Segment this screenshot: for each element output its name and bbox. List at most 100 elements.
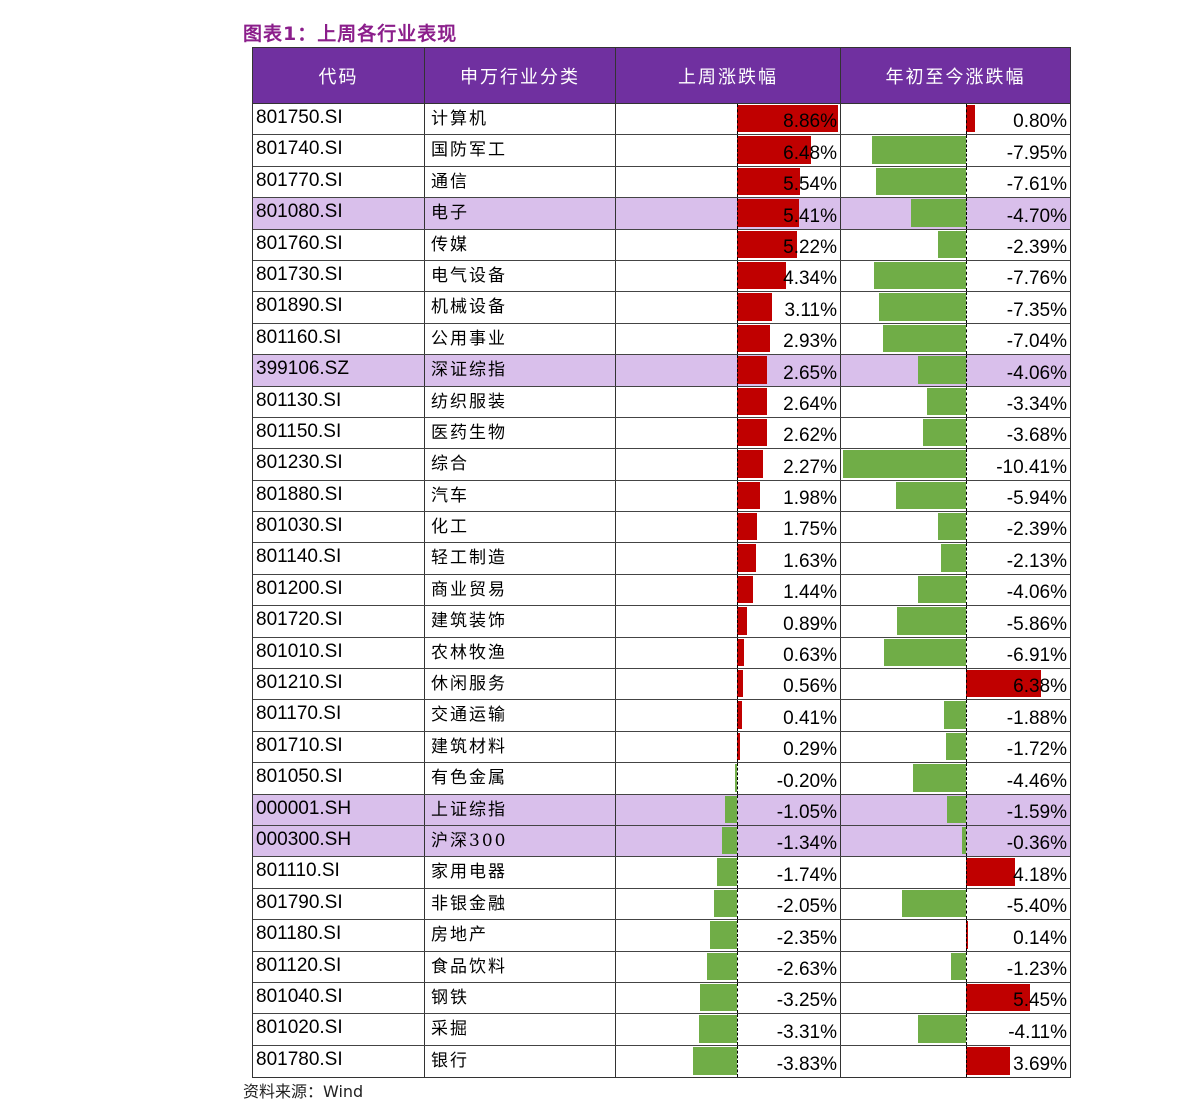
industry-code: 801130.SI (253, 386, 425, 417)
weekly-change-bar (737, 105, 838, 133)
weekly-change-bar (737, 638, 745, 667)
ytd-change-value: -7.61% (1006, 174, 1067, 196)
weekly-zero-axis (737, 888, 738, 920)
weekly-change-cell: -3.31% (616, 1014, 841, 1045)
weekly-change-bar (737, 418, 767, 447)
industry-code: 801780.SI (253, 1045, 425, 1078)
ytd-change-value: -1.72% (1006, 739, 1067, 761)
weekly-change-bar (713, 889, 737, 918)
weekly-change-cell: 0.89% (616, 606, 841, 637)
weekly-change-cell: 2.65% (616, 355, 841, 386)
weekly-change-bar (710, 921, 737, 949)
ytd-zero-axis (966, 857, 967, 888)
ytd-change-value: 6.38% (1013, 676, 1067, 698)
table-row: 801160.SI 公用事业 2.93% -7.04% (253, 323, 1070, 356)
weekly-change-value: -2.63% (776, 958, 837, 980)
ytd-change-value: -3.68% (1006, 425, 1067, 447)
weekly-change-value: 0.89% (783, 613, 837, 635)
ytd-change-cell: -1.72% (841, 731, 1070, 763)
weekly-zero-axis (737, 574, 738, 606)
weekly-change-value: 1.75% (783, 519, 837, 541)
weekly-change-value: -3.25% (776, 990, 837, 1012)
chart-title: 图表1：上周各行业表现 (243, 23, 458, 45)
weekly-change-bar (737, 230, 797, 258)
industry-name: 非银金融 (425, 888, 616, 920)
weekly-change-value: 8.86% (783, 111, 837, 133)
weekly-change-bar (737, 732, 741, 761)
weekly-change-cell: 1.98% (616, 480, 841, 512)
ytd-change-bar (940, 544, 966, 572)
weekly-change-cell: 1.63% (616, 543, 841, 574)
ytd-change-cell: -7.95% (841, 135, 1070, 166)
weekly-change-value: 5.41% (783, 205, 837, 227)
industry-code: 801140.SI (253, 543, 425, 574)
industry-name: 轻工制造 (425, 543, 616, 574)
ytd-change-value: -4.11% (1008, 1021, 1067, 1043)
weekly-change-value: 0.41% (783, 707, 837, 729)
ytd-zero-axis (966, 888, 967, 920)
weekly-zero-axis (737, 229, 738, 260)
ytd-change-bar (945, 732, 966, 761)
table-row: 801080.SI 电子 5.41% -4.70% (253, 198, 1070, 230)
ytd-change-value: -5.40% (1006, 896, 1067, 918)
weekly-change-value: 4.34% (783, 268, 837, 290)
ytd-change-value: -4.06% (1006, 582, 1067, 604)
industry-code: 801740.SI (253, 135, 425, 166)
table-row: 801740.SI 国防军工 6.48% -7.95% (253, 135, 1070, 167)
weekly-change-bar (737, 324, 771, 353)
weekly-change-value: 2.62% (783, 425, 837, 447)
ytd-zero-axis (966, 794, 967, 825)
industry-code: 801080.SI (253, 198, 425, 229)
industry-name: 建筑装饰 (425, 606, 616, 637)
ytd-change-cell: -7.61% (841, 166, 1070, 198)
industry-name: 纺织服装 (425, 386, 616, 417)
ytd-change-cell: -7.76% (841, 260, 1070, 292)
table-row: 801230.SI 综合 2.27% -10.41% (253, 449, 1070, 481)
industry-code: 801170.SI (253, 700, 425, 731)
industry-name: 房地产 (425, 920, 616, 951)
ytd-change-bar (876, 167, 966, 196)
industry-code: 801050.SI (253, 763, 425, 794)
weekly-change-bar (737, 544, 756, 572)
weekly-zero-axis (737, 1014, 738, 1045)
ytd-change-cell: -1.59% (841, 794, 1070, 825)
weekly-change-bar (717, 858, 737, 886)
ytd-change-value: -7.95% (1006, 142, 1067, 164)
ytd-change-cell: -4.06% (841, 574, 1070, 606)
weekly-change-value: -3.31% (776, 1021, 837, 1043)
ytd-change-value: -7.35% (1006, 299, 1067, 321)
weekly-change-cell: -1.74% (616, 857, 841, 888)
ytd-change-cell: 4.18% (841, 857, 1070, 888)
weekly-zero-axis (737, 606, 738, 637)
weekly-change-cell: 5.22% (616, 229, 841, 260)
ytd-zero-axis (966, 166, 967, 198)
weekly-change-value: 6.48% (783, 142, 837, 164)
table-row: 801780.SI 银行 -3.83% 3.69% (253, 1045, 1070, 1078)
weekly-zero-axis (737, 637, 738, 669)
weekly-change-cell: -2.63% (616, 951, 841, 982)
ytd-change-cell: -0.36% (841, 825, 1070, 857)
weekly-change-value: 1.63% (783, 550, 837, 572)
weekly-change-value: 2.64% (783, 393, 837, 415)
weekly-change-cell: 1.75% (616, 512, 841, 543)
ytd-zero-axis (966, 700, 967, 731)
ytd-change-bar (918, 356, 966, 384)
ytd-change-cell: -1.88% (841, 700, 1070, 731)
ytd-zero-axis (966, 449, 967, 480)
weekly-zero-axis (737, 825, 738, 857)
weekly-change-cell: 2.27% (616, 449, 841, 480)
ytd-change-cell: -7.04% (841, 323, 1070, 355)
weekly-change-bar (737, 356, 768, 384)
ytd-zero-axis (966, 825, 967, 857)
ytd-change-bar (872, 136, 966, 164)
industry-name: 银行 (425, 1045, 616, 1078)
ytd-zero-axis (966, 606, 967, 637)
ytd-change-bar (896, 607, 966, 635)
weekly-change-value: -1.74% (776, 864, 837, 886)
weekly-change-value: -0.20% (776, 770, 837, 792)
ytd-change-cell: -4.06% (841, 355, 1070, 386)
table-row: 801750.SI 计算机 8.86% 0.80% (253, 104, 1070, 136)
table-row: 801040.SI 钢铁 -3.25% 5.45% (253, 982, 1070, 1015)
industry-code: 801760.SI (253, 229, 425, 260)
industry-code: 801790.SI (253, 888, 425, 920)
